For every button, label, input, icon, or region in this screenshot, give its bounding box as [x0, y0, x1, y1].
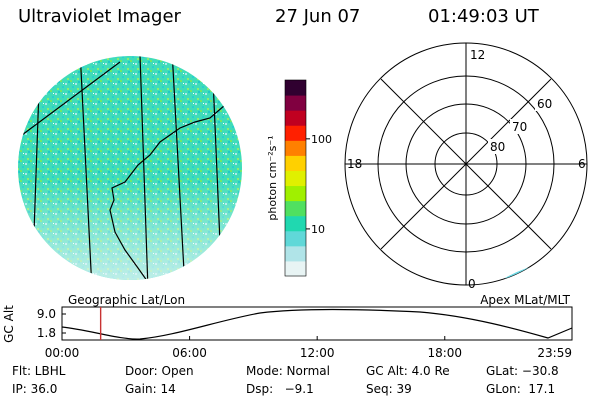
- date-label: 27 Jun 07: [275, 6, 361, 27]
- uv-image-disc: [18, 56, 242, 280]
- timeline-left-label: Geographic Lat/Lon: [68, 293, 185, 307]
- latitude-label-80: 80: [490, 140, 505, 154]
- polar-plot: [344, 42, 588, 286]
- image-fade: [18, 56, 242, 280]
- colorbar-segment: [285, 185, 306, 202]
- colorbar-segment: [285, 80, 306, 96]
- meridian-line: [139, 56, 149, 280]
- colorbar-segment: [285, 125, 306, 141]
- colorbar-segment: [285, 170, 306, 187]
- x-tick-label: 12:00: [300, 346, 335, 360]
- timeline-axis-title: GC Alt: [2, 305, 16, 343]
- mlt-label-12: 12: [470, 48, 485, 62]
- colorbar-segment: [285, 245, 306, 262]
- geographic-grid: [21, 56, 242, 280]
- colorbar: 10 100 photon cm⁻²s⁻¹: [266, 79, 332, 277]
- y-tick-9: 9.0: [37, 307, 56, 321]
- x-tick-label: 23:59: [537, 346, 572, 360]
- colorbar-segment: [285, 95, 306, 111]
- info-glon: GLon: 17.1: [486, 382, 556, 396]
- mlt-label-6: 6: [578, 157, 586, 171]
- polar-emission-patch: [505, 263, 560, 283]
- colorbar-segment: [285, 200, 306, 217]
- coastline: [109, 99, 242, 280]
- x-tick-label: 00:00: [45, 346, 80, 360]
- colorbar-segment: [285, 215, 306, 232]
- colorbar-stack: [285, 80, 306, 277]
- info-door: Door: Open: [125, 364, 194, 378]
- timeline-frame: [61, 306, 573, 341]
- info-mode: Mode: Normal: [246, 364, 330, 378]
- label-mask: [488, 139, 506, 154]
- info-seq: Seq: 39: [366, 382, 412, 396]
- polar-labels: 60 70 80 12 18 6 0: [347, 47, 586, 291]
- colorbar-segment: [285, 230, 306, 247]
- mlt-label-18: 18: [347, 157, 362, 171]
- x-tick-label: 06:00: [172, 346, 207, 360]
- timeline-x-ticks: 00:00 06:00 12:00 18:00 23:59: [45, 336, 573, 360]
- colorbar-ticks: 10 100: [306, 133, 332, 236]
- colorbar-unit-label: photon cm⁻²s⁻¹: [266, 135, 279, 220]
- x-tick-label: 18:00: [427, 346, 462, 360]
- label-mask: [535, 96, 553, 111]
- mlt-label-0: 0: [468, 277, 476, 291]
- altitude-curve: [61, 308, 573, 340]
- latitude-label-70: 70: [512, 120, 527, 134]
- info-ip: IP: 36.0: [12, 382, 58, 396]
- colorbar-segment: [285, 260, 306, 277]
- colorbar-segment: [285, 110, 306, 126]
- timeline-panel: Geographic Lat/Lon Apex MLat/MLT GC Alt …: [2, 293, 573, 360]
- time-label: 01:49:03 UT: [428, 6, 539, 27]
- colorbar-frame: [284, 79, 307, 277]
- info-flt: Flt: LBHL: [12, 364, 66, 378]
- latitude-label-60: 60: [537, 97, 552, 111]
- label-mask: [510, 119, 528, 134]
- colorbar-segment: [285, 155, 306, 171]
- instrument-title: Ultraviolet Imager: [18, 6, 181, 27]
- polar-diagonal: [380, 78, 552, 250]
- parallel-line: [21, 61, 121, 136]
- info-gc-alt: GC Alt: 4.0 Re: [366, 364, 450, 378]
- info-gain: Gain: 14: [125, 382, 176, 396]
- timeline-right-label: Apex MLat/MLT: [480, 293, 570, 307]
- colorbar-tick-label: 10: [311, 223, 325, 236]
- meridian-line: [171, 56, 186, 280]
- polar-emission: [505, 263, 560, 283]
- info-dsp: Dsp: −9.1: [246, 382, 314, 396]
- info-glat: GLat: −30.8: [486, 364, 559, 378]
- colorbar-segment: [285, 140, 306, 156]
- y-tick-1-8: 1.8: [37, 326, 56, 340]
- colorbar-tick-label: 100: [311, 133, 332, 146]
- label-mask: [468, 47, 482, 62]
